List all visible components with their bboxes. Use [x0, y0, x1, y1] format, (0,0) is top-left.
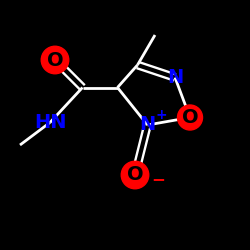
- Circle shape: [121, 161, 149, 189]
- Text: O: O: [182, 108, 198, 127]
- Text: +: +: [156, 108, 167, 122]
- Text: HN: HN: [34, 113, 66, 132]
- Text: O: O: [127, 166, 143, 184]
- Circle shape: [41, 46, 69, 74]
- Text: O: O: [47, 50, 63, 70]
- Text: −: −: [151, 170, 165, 188]
- Text: N: N: [140, 116, 156, 134]
- Text: N: N: [167, 68, 183, 87]
- Circle shape: [178, 105, 203, 130]
